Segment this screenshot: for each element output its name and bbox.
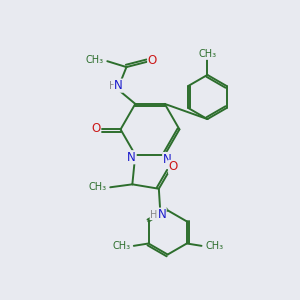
Text: O: O xyxy=(148,53,157,67)
Text: N: N xyxy=(163,152,172,166)
Text: N: N xyxy=(158,208,166,221)
Text: CH₃: CH₃ xyxy=(205,242,223,251)
Text: H: H xyxy=(150,210,158,220)
Text: CH₃: CH₃ xyxy=(112,242,130,251)
Text: CH₃: CH₃ xyxy=(85,55,104,65)
Text: N: N xyxy=(114,79,123,92)
Text: N: N xyxy=(128,151,136,164)
Text: CH₃: CH₃ xyxy=(198,49,217,59)
Text: O: O xyxy=(169,160,178,173)
Text: CH₃: CH₃ xyxy=(88,182,107,192)
Text: H: H xyxy=(109,81,116,91)
Text: O: O xyxy=(92,122,101,135)
